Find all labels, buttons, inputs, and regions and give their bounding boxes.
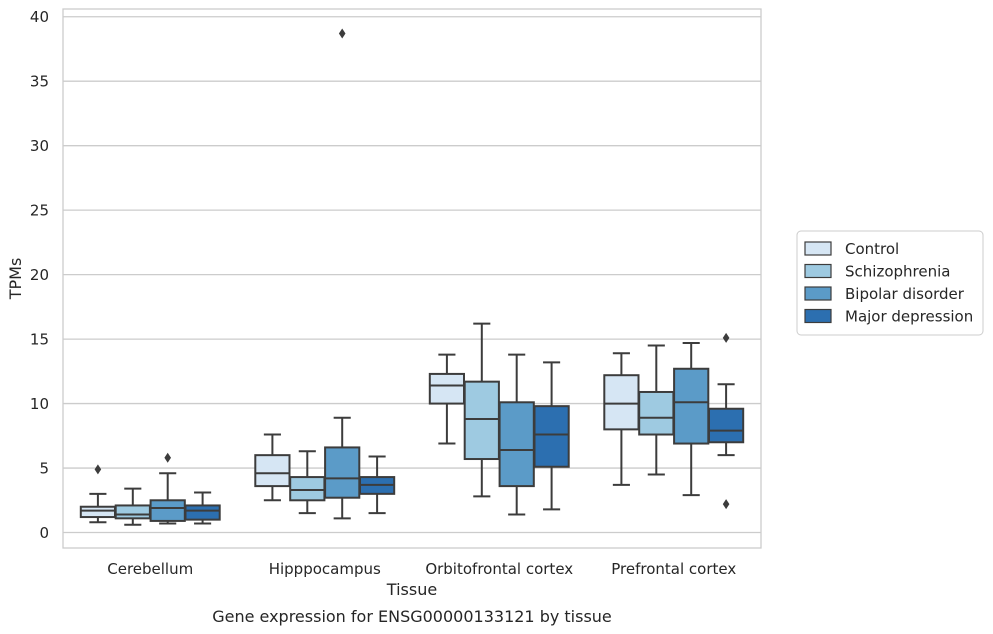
- box-group: [428, 322, 570, 516]
- y-tick-label: 5: [39, 460, 49, 478]
- box: [673, 367, 710, 445]
- box: [428, 372, 466, 405]
- x-tick-label: Cerebellum: [107, 560, 193, 578]
- outlier-point: [722, 332, 730, 343]
- x-tick-labels: Cerebellum Hipppocampus Orbitofrontal cort…: [107, 560, 736, 578]
- outlier-point: [94, 464, 102, 475]
- box: [149, 499, 186, 522]
- box-group: [603, 332, 745, 510]
- box: [184, 504, 221, 521]
- box: [638, 390, 675, 436]
- y-tick-label: 25: [30, 202, 49, 220]
- chart-title: Gene expression for ENSG00000133121 by t…: [212, 607, 612, 626]
- box: [254, 454, 291, 488]
- y-tick-label: 40: [30, 8, 49, 26]
- outlier-point: [164, 452, 171, 463]
- plot-frame: [62, 8, 762, 549]
- box-groups: [79, 28, 745, 526]
- box-group: [79, 452, 221, 526]
- x-tick-label: Hipppocampus: [269, 560, 381, 578]
- box: [289, 476, 326, 502]
- box: [707, 407, 745, 444]
- box-group: [254, 28, 396, 520]
- legend-frame: [796, 230, 984, 336]
- box: [463, 380, 500, 461]
- y-tick-label: 30: [30, 137, 49, 155]
- outlier-point: [338, 28, 346, 39]
- box: [498, 401, 535, 488]
- outlier-point: [722, 499, 730, 510]
- y-tick-label: 10: [30, 395, 49, 413]
- legend-swatch: [804, 286, 832, 301]
- box: [324, 446, 361, 499]
- x-tick-label: Prefrontal cortex: [611, 560, 736, 578]
- legend-label: Bipolar disorder: [845, 285, 965, 303]
- y-tick-label: 0: [39, 524, 49, 542]
- legend-swatch: [804, 308, 832, 324]
- x-tick-label: Orbitofrontal cortex: [425, 560, 573, 578]
- x-axis-label: Tissue: [386, 580, 437, 599]
- legend-label: Control: [845, 240, 899, 258]
- y-tick-label: 20: [30, 266, 49, 284]
- box: [79, 505, 117, 519]
- y-tick-label: 15: [30, 331, 49, 349]
- y-tick-labels: 0 5 10 15 20 25 30 35 40: [30, 8, 49, 542]
- legend: Control Schizophrenia Bipolar disorder Majo…: [796, 230, 984, 336]
- box: [114, 504, 151, 520]
- box: [533, 405, 570, 468]
- legend-swatch: [804, 263, 832, 279]
- box: [603, 374, 640, 431]
- legend-label: Major depression: [845, 308, 973, 326]
- y-tick-label: 35: [30, 73, 49, 91]
- legend-label: Schizophrenia: [845, 263, 950, 281]
- legend-swatch: [804, 241, 832, 256]
- y-gridlines: [63, 16, 761, 534]
- y-axis-label: TPMs: [6, 258, 25, 301]
